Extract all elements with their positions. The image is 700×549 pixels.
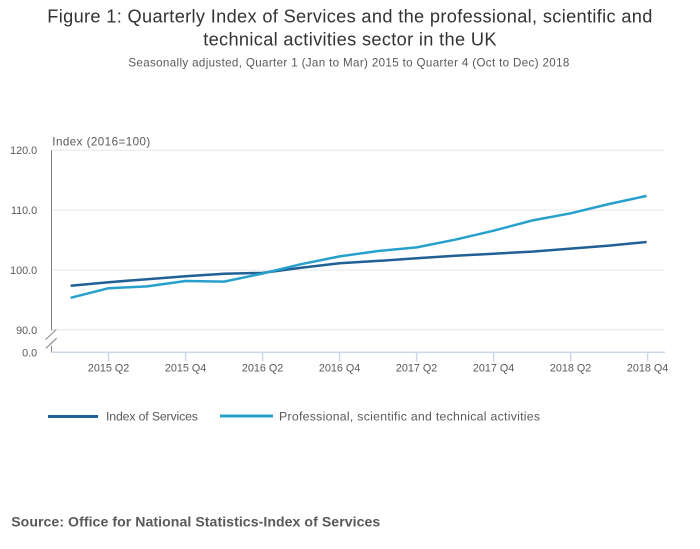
svg-text:2018 Q4: 2018 Q4 [627, 362, 668, 374]
svg-text:2018 Q2: 2018 Q2 [550, 362, 591, 374]
svg-text:110.0: 110.0 [11, 205, 37, 217]
svg-text:120.0: 120.0 [10, 145, 37, 157]
svg-text:0.0: 0.0 [22, 348, 37, 360]
svg-text:Source: Office for National St: Source: Office for National Statistics-I… [11, 514, 380, 530]
svg-text:Figure 1: Quarterly Index of S: Figure 1: Quarterly Index of Services an… [47, 7, 652, 27]
svg-text:Index (2016=100): Index (2016=100) [52, 135, 150, 148]
svg-text:2016 Q2: 2016 Q2 [242, 362, 283, 374]
svg-text:2015 Q4: 2015 Q4 [165, 362, 206, 374]
svg-text:2015 Q2: 2015 Q2 [88, 362, 129, 374]
svg-text:Professional, scientific and t: Professional, scientific and technical a… [279, 409, 540, 423]
svg-text:Seasonally adjusted, Quarter 1: Seasonally adjusted, Quarter 1 (Jan to M… [128, 56, 569, 69]
svg-text:90.0: 90.0 [16, 325, 37, 337]
svg-text:Index of Services: Index of Services [106, 409, 198, 423]
svg-text:2017 Q4: 2017 Q4 [473, 362, 514, 374]
svg-text:technical activities sector in: technical activities sector in the UK [203, 29, 497, 49]
svg-text:2016 Q4: 2016 Q4 [319, 362, 360, 374]
svg-text:100.0: 100.0 [10, 265, 37, 277]
svg-text:2017 Q2: 2017 Q2 [396, 362, 437, 374]
